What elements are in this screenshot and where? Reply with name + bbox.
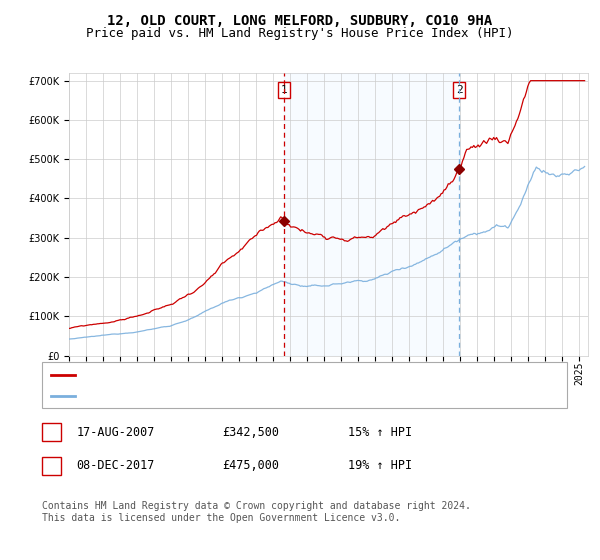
Text: 1: 1: [281, 85, 287, 95]
Text: 12, OLD COURT, LONG MELFORD, SUDBURY, CO10 9HA (detached house): 12, OLD COURT, LONG MELFORD, SUDBURY, CO…: [81, 370, 506, 380]
Text: 2: 2: [48, 459, 55, 473]
Text: Contains HM Land Registry data © Crown copyright and database right 2024.
This d: Contains HM Land Registry data © Crown c…: [42, 501, 471, 523]
Bar: [284, 73, 459, 356]
Text: £475,000: £475,000: [222, 459, 279, 473]
Text: Price paid vs. HM Land Registry's House Price Index (HPI): Price paid vs. HM Land Registry's House …: [86, 27, 514, 40]
Text: 08-DEC-2017: 08-DEC-2017: [76, 459, 155, 473]
Text: 1: 1: [48, 426, 55, 439]
Text: 19% ↑ HPI: 19% ↑ HPI: [348, 459, 412, 473]
Text: 2: 2: [456, 85, 463, 95]
Text: £342,500: £342,500: [222, 426, 279, 439]
Text: HPI: Average price, detached house, Babergh: HPI: Average price, detached house, Babe…: [81, 391, 371, 401]
Text: 17-AUG-2007: 17-AUG-2007: [76, 426, 155, 439]
Text: 15% ↑ HPI: 15% ↑ HPI: [348, 426, 412, 439]
Text: 12, OLD COURT, LONG MELFORD, SUDBURY, CO10 9HA: 12, OLD COURT, LONG MELFORD, SUDBURY, CO…: [107, 14, 493, 28]
